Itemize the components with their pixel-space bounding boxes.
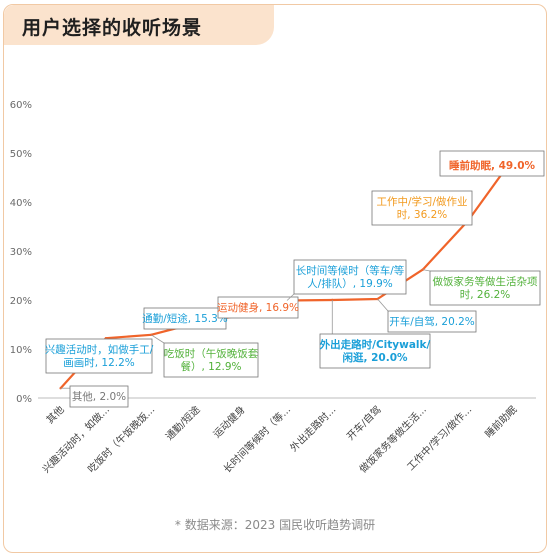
title-bar: 用户选择的收听场景 — [4, 5, 274, 45]
callout-connector — [286, 293, 295, 301]
callout-box — [143, 307, 227, 330]
y-tick-label: 40% — [10, 198, 32, 209]
callout-box — [293, 259, 407, 295]
x-tick-label: 外出走路时... — [287, 403, 338, 454]
callout-box — [163, 342, 259, 378]
x-tick-label: 开车/自驾 — [344, 403, 384, 443]
callout-label: 闲逛, 20.0% — [342, 351, 408, 364]
callout-box — [319, 333, 431, 369]
callout-label: 画画时, 12.2% — [63, 357, 135, 369]
callout-box — [371, 190, 473, 226]
callout-label: 运动健身, 16.9% — [217, 301, 299, 314]
callout-label: 开车/自驾, 20.2% — [389, 315, 475, 328]
y-tick-label: 30% — [10, 247, 32, 258]
x-tick-label: 其他 — [43, 403, 66, 426]
callout-label: 其他, 2.0% — [72, 390, 126, 403]
x-tick-label: 通勤/短途 — [163, 403, 203, 443]
callout-label: 餐）, 12.9% — [180, 360, 241, 373]
callout-label: 通勤/短途, 15.3% — [142, 312, 228, 325]
y-tick-label: 50% — [10, 149, 32, 160]
callout-label: 兴趣活动时，如做手工/ — [45, 343, 154, 356]
callout-connector — [377, 298, 389, 312]
callout-label: 吃饭时（午饭晚饭套 — [164, 347, 259, 360]
callout-label: 时, 26.2% — [460, 289, 511, 301]
callout-box — [387, 310, 477, 333]
chart-card: 用户选择的收听场景 0% 10% 20% 30% 40% 50% 60% 其他 兴趣活动时，如做… — [3, 4, 547, 553]
callout-connector — [150, 334, 165, 344]
callout-label: 外出走路时/Citywalk/ — [319, 338, 431, 351]
callout-label: 做饭家务等做生活杂项 — [433, 275, 538, 288]
x-tick-label: 运动健身 — [210, 403, 247, 440]
callout-label: 睡前助眠, 49.0% — [449, 159, 536, 172]
y-tick-label: 10% — [10, 345, 32, 356]
y-tick-label: 0% — [16, 394, 32, 405]
page-title: 用户选择的收听场景 — [22, 17, 203, 39]
y-tick-label: 20% — [10, 296, 32, 307]
callout-label: 人/排队）, 19.9% — [307, 277, 393, 290]
callout-connector — [422, 269, 431, 272]
line-chart: 0%10%20%30%40%50%60%其他兴趣活动时，如做...吃饭时（午饭晚… — [10, 100, 545, 475]
callout-box — [439, 150, 545, 177]
data-source-note: * 数据来源：2023 国民收听趋势调研 — [174, 518, 376, 532]
callout-box — [45, 338, 153, 374]
x-tick-label: 睡前助眠 — [482, 403, 519, 440]
callout-label: 工作中/学习/做作业 — [376, 195, 467, 208]
callout-label: 时, 36.2% — [397, 209, 448, 221]
y-tick-label: 60% — [10, 100, 32, 111]
callout-label: 长时间等候时（等车/等 — [296, 264, 405, 277]
callout-box — [217, 296, 299, 319]
callout-box — [429, 270, 541, 306]
callout-box — [69, 385, 129, 408]
